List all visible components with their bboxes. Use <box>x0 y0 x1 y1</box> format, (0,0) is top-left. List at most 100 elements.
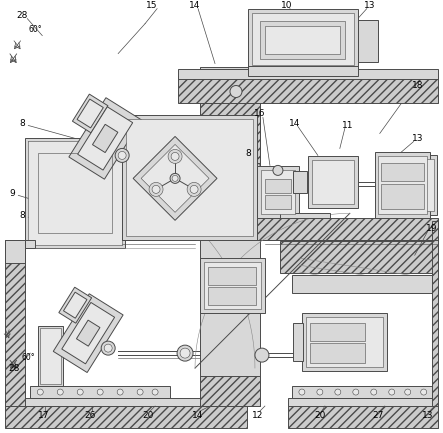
Text: 9: 9 <box>9 189 15 198</box>
Bar <box>310 323 365 341</box>
Bar <box>261 171 295 214</box>
Text: 8: 8 <box>19 119 25 128</box>
Circle shape <box>170 173 180 183</box>
Bar <box>5 406 247 428</box>
Bar <box>38 326 63 386</box>
Text: 60°: 60° <box>28 25 42 34</box>
Text: 16: 16 <box>254 109 266 118</box>
Text: 14: 14 <box>289 119 301 128</box>
Bar <box>25 139 125 248</box>
Circle shape <box>104 344 112 352</box>
Bar <box>126 120 253 236</box>
Text: 15: 15 <box>146 1 158 10</box>
Bar <box>38 153 112 233</box>
Circle shape <box>152 389 158 395</box>
Bar <box>178 68 438 78</box>
Circle shape <box>171 152 179 160</box>
Bar <box>252 13 354 65</box>
Circle shape <box>230 86 242 97</box>
Bar <box>5 398 247 406</box>
Bar <box>248 9 358 68</box>
Circle shape <box>190 185 198 194</box>
Circle shape <box>317 389 323 395</box>
Text: 12: 12 <box>252 410 264 420</box>
Polygon shape <box>77 320 100 346</box>
Polygon shape <box>141 145 209 212</box>
Bar <box>204 262 261 309</box>
Bar <box>388 171 402 192</box>
Circle shape <box>37 389 43 395</box>
Bar <box>200 103 260 163</box>
Text: 13: 13 <box>412 134 424 143</box>
Circle shape <box>335 389 341 395</box>
Bar <box>312 160 354 204</box>
Circle shape <box>299 389 305 395</box>
Bar <box>200 258 265 313</box>
Circle shape <box>421 389 427 395</box>
Bar <box>122 116 257 240</box>
Text: 17: 17 <box>38 410 49 420</box>
Bar <box>288 398 438 406</box>
Polygon shape <box>133 136 217 220</box>
Bar <box>280 213 330 218</box>
Polygon shape <box>62 303 115 364</box>
Bar <box>378 156 427 214</box>
Text: 28: 28 <box>16 11 28 20</box>
Bar <box>375 152 430 218</box>
Bar <box>408 159 434 211</box>
Text: 20: 20 <box>314 410 326 420</box>
Bar <box>248 65 358 75</box>
Bar <box>405 155 437 215</box>
Polygon shape <box>63 292 87 318</box>
Circle shape <box>149 182 163 196</box>
Circle shape <box>117 389 123 395</box>
Text: 13: 13 <box>422 410 433 420</box>
Text: 60°: 60° <box>21 352 35 362</box>
Text: 14: 14 <box>192 410 204 420</box>
Circle shape <box>137 389 143 395</box>
Circle shape <box>180 348 190 358</box>
Bar <box>293 323 303 361</box>
Circle shape <box>273 165 283 175</box>
Polygon shape <box>78 107 133 170</box>
Bar <box>240 218 438 240</box>
Bar <box>257 166 299 218</box>
Bar <box>265 179 291 194</box>
Circle shape <box>389 389 395 395</box>
Bar <box>292 275 431 293</box>
Bar <box>260 21 345 58</box>
Circle shape <box>115 149 129 162</box>
Circle shape <box>255 348 269 362</box>
Polygon shape <box>77 99 103 128</box>
Bar <box>208 267 256 285</box>
Polygon shape <box>72 94 108 133</box>
Bar <box>288 406 438 428</box>
Bar <box>40 328 61 384</box>
Bar <box>178 75 438 103</box>
Bar <box>28 142 122 245</box>
Circle shape <box>101 341 115 355</box>
Circle shape <box>177 345 193 361</box>
Bar <box>265 195 291 209</box>
Text: 19: 19 <box>426 224 437 233</box>
Bar <box>293 171 307 194</box>
Text: 20: 20 <box>142 410 154 420</box>
Text: 14: 14 <box>189 1 201 10</box>
Bar <box>302 313 387 371</box>
Text: 27: 27 <box>372 410 384 420</box>
Bar <box>306 317 383 367</box>
Text: 8: 8 <box>19 211 25 220</box>
Bar <box>358 19 378 61</box>
Circle shape <box>168 149 182 163</box>
Polygon shape <box>93 124 118 152</box>
Text: 18: 18 <box>412 81 424 90</box>
Bar <box>5 240 25 263</box>
Bar <box>310 343 365 363</box>
Bar <box>431 221 438 406</box>
Polygon shape <box>53 294 123 372</box>
Circle shape <box>152 185 160 194</box>
Circle shape <box>405 389 411 395</box>
Circle shape <box>77 389 83 395</box>
Circle shape <box>97 389 103 395</box>
Text: 28: 28 <box>8 364 20 373</box>
